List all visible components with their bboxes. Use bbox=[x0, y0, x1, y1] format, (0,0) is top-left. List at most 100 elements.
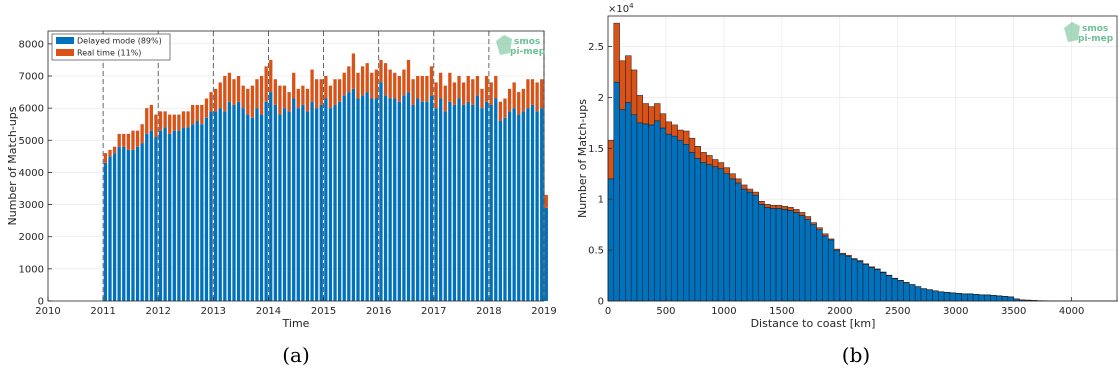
bar-delayed bbox=[181, 127, 186, 301]
bar-delayed bbox=[425, 101, 429, 301]
bar-realtime bbox=[851, 258, 858, 260]
bar-delayed bbox=[227, 101, 232, 301]
bar-realtime bbox=[706, 155, 713, 165]
bar-realtime bbox=[507, 88, 512, 112]
tick-label-x: 2015 bbox=[311, 306, 336, 317]
legend-swatch-delayed bbox=[56, 37, 74, 44]
bar-delayed bbox=[862, 264, 870, 302]
tick-label-y: 8000 bbox=[19, 39, 44, 50]
bar-delayed bbox=[448, 101, 452, 301]
tick-label-x: 2500 bbox=[885, 306, 910, 317]
bar-realtime bbox=[333, 79, 337, 105]
bar-realtime bbox=[752, 191, 759, 196]
tick-label-x: 4000 bbox=[1059, 306, 1084, 317]
bar-delayed bbox=[938, 291, 945, 302]
bar-delayed bbox=[1007, 296, 1014, 302]
tick-label-y: 6000 bbox=[19, 104, 44, 115]
bar-realtime bbox=[319, 79, 323, 105]
bar-delayed bbox=[475, 95, 480, 302]
bar-delayed bbox=[874, 269, 881, 302]
bar-delayed bbox=[186, 127, 190, 301]
bar-realtime bbox=[200, 104, 204, 125]
bar-delayed bbox=[851, 259, 858, 302]
tick-label-x: 2016 bbox=[366, 306, 391, 317]
tick-label-y: 2.5 bbox=[588, 42, 604, 53]
bar-delayed bbox=[880, 272, 887, 302]
bar-realtime bbox=[787, 207, 794, 211]
bar-realtime bbox=[484, 76, 489, 102]
bar-delayed bbox=[746, 191, 754, 302]
bar-delayed bbox=[688, 152, 696, 302]
bar-realtime bbox=[191, 104, 195, 125]
bar-realtime bbox=[461, 82, 466, 105]
bar-realtime bbox=[282, 85, 287, 109]
bar-delayed bbox=[158, 130, 163, 301]
bar-realtime bbox=[292, 72, 296, 99]
logo-text-line1: smos bbox=[514, 37, 540, 47]
tick-label-x: 0 bbox=[605, 306, 611, 317]
bar-realtime bbox=[735, 178, 742, 184]
bar-realtime bbox=[411, 79, 415, 105]
bar-realtime bbox=[521, 88, 525, 112]
bar-delayed bbox=[420, 101, 424, 301]
bar-realtime bbox=[439, 72, 443, 99]
tick-label-x: 2014 bbox=[256, 306, 281, 317]
bar-delayed bbox=[351, 88, 356, 301]
bar-delayed bbox=[365, 92, 369, 301]
bar-realtime bbox=[342, 72, 346, 96]
bar-realtime bbox=[642, 103, 649, 125]
bar-realtime bbox=[723, 167, 730, 175]
bar-realtime bbox=[232, 79, 236, 105]
bar-realtime bbox=[324, 76, 328, 99]
bar-realtime bbox=[535, 82, 539, 112]
bar-delayed bbox=[683, 144, 690, 302]
bar-realtime bbox=[181, 111, 186, 128]
bar-delayed bbox=[489, 104, 493, 301]
caption-a: (a) bbox=[282, 343, 310, 367]
tick-label-x: 2012 bbox=[145, 306, 170, 317]
bar-delayed bbox=[868, 267, 875, 302]
bar-delayed bbox=[241, 108, 245, 302]
chart-a: 0 1000 2000 3000 4000 5000 6000 7000 8000 2010 201… bbox=[6, 30, 557, 367]
bar-delayed bbox=[526, 108, 530, 302]
tick-label-y: 3000 bbox=[19, 200, 44, 211]
bar-realtime bbox=[530, 79, 535, 105]
bar-delayed bbox=[827, 239, 835, 302]
bar-realtime bbox=[204, 98, 209, 118]
bar-delayed bbox=[833, 249, 841, 302]
bar-delayed bbox=[897, 280, 904, 302]
bar-realtime bbox=[273, 79, 277, 105]
bar-realtime bbox=[729, 173, 736, 180]
logo-text-line2: pi-mep bbox=[510, 47, 546, 57]
bar-delayed bbox=[416, 98, 420, 301]
bar-realtime bbox=[236, 76, 241, 102]
bar-realtime bbox=[688, 137, 696, 153]
bar-realtime bbox=[804, 216, 812, 220]
chart-a-xlabel: Time bbox=[282, 317, 310, 330]
bar-delayed bbox=[246, 114, 250, 301]
tick-label-x: 2010 bbox=[35, 306, 60, 317]
bar-realtime bbox=[246, 88, 250, 115]
bar-realtime bbox=[163, 111, 167, 128]
bar-realtime bbox=[379, 59, 383, 83]
bar-delayed bbox=[397, 101, 401, 301]
bar-delayed bbox=[236, 101, 241, 301]
bar-delayed bbox=[112, 153, 117, 301]
bar-delayed bbox=[149, 130, 153, 301]
bar-delayed bbox=[282, 108, 287, 302]
tick-label-y: 1 bbox=[598, 195, 604, 206]
bar-realtime bbox=[856, 260, 864, 262]
bar-delayed bbox=[540, 108, 544, 302]
tick-label-x: 3500 bbox=[1001, 306, 1026, 317]
chart-b: 0 0.5 1 1.5 2 2.5 0 500 1000 1500 2000 2500 3000 3500… bbox=[576, 2, 1118, 367]
bar-realtime bbox=[383, 63, 388, 96]
bar-delayed bbox=[700, 162, 707, 302]
bar-delayed bbox=[517, 114, 521, 301]
bar-delayed bbox=[758, 204, 765, 302]
bar-delayed bbox=[484, 101, 489, 301]
bar-delayed bbox=[347, 92, 351, 301]
bar-realtime bbox=[677, 129, 684, 141]
bar-realtime bbox=[494, 76, 498, 99]
bar-realtime bbox=[619, 60, 626, 110]
bar-realtime bbox=[517, 92, 521, 115]
